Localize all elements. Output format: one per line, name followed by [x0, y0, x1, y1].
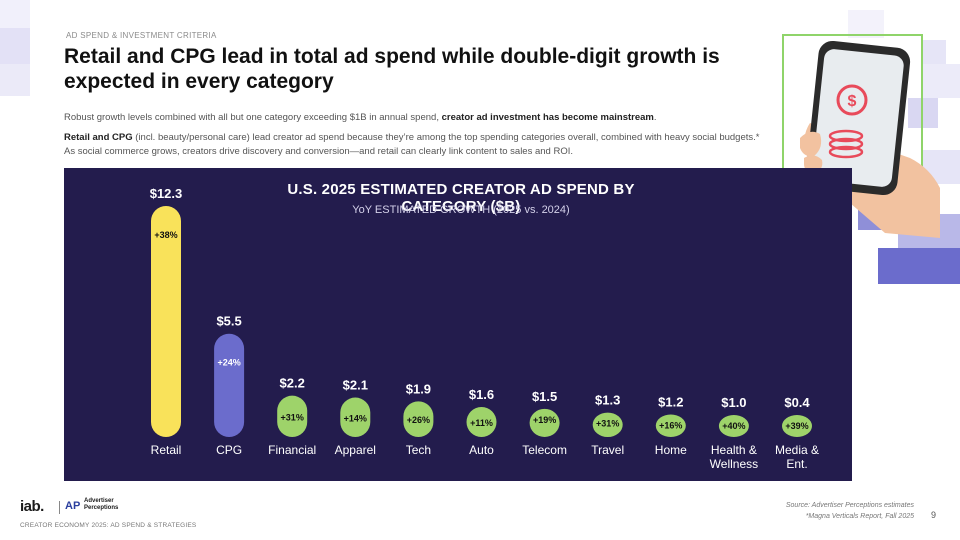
source-line-1: Source: Advertiser Perceptions estimates	[785, 502, 914, 509]
svg-text:$: $	[848, 93, 857, 110]
intro-text: Robust growth levels combined with all b…	[64, 112, 442, 123]
page-title: Retail and CPG lead in total ad spend wh…	[64, 45, 720, 93]
growth-label: +40%	[722, 421, 745, 431]
ap-line2: Perceptions	[84, 505, 119, 511]
section-eyebrow: AD SPEND & INVESTMENT CRITERIA	[66, 31, 217, 40]
chart-subtitle: YoY ESTIMATED GROWTH (2025 vs. 2024)	[352, 204, 570, 216]
decor-square	[922, 64, 960, 98]
dollar-coin-icon	[836, 84, 868, 116]
bar	[403, 401, 434, 437]
advertiser-perceptions-logo-mark: AP	[65, 500, 81, 512]
value-label: $5.5	[216, 314, 241, 329]
category-label: Travel	[591, 443, 624, 457]
category-label: Media &	[775, 443, 819, 457]
decor-square	[0, 64, 30, 96]
value-label: $0.4	[784, 395, 810, 410]
bar	[529, 408, 560, 437]
value-label: $1.3	[595, 393, 620, 408]
footer-logos: iab. AP Advertiser Perceptions	[20, 498, 160, 516]
growth-label: +11%	[470, 418, 493, 428]
decor-square	[848, 10, 884, 38]
growth-label: +39%	[785, 421, 808, 431]
intro-paragraph: Robust growth levels combined with all b…	[64, 111, 764, 125]
growth-label: +14%	[344, 413, 367, 423]
growth-label: +19%	[533, 415, 556, 425]
source-line-2: *Magna Verticals Report, Fall 2025	[805, 513, 914, 520]
category-label: Financial	[268, 443, 316, 457]
decor-square	[908, 98, 938, 128]
growth-label: +26%	[407, 415, 430, 425]
bar	[655, 414, 686, 437]
bar	[592, 412, 623, 437]
bar	[782, 415, 812, 437]
decor-square	[0, 28, 30, 64]
detail-emphasis: Retail and CPG	[64, 132, 133, 143]
growth-label: +31%	[281, 412, 304, 422]
footer-report-title: CREATOR ECONOMY 2025: AD SPEND & STRATEG…	[20, 522, 197, 529]
intro-emphasis: creator ad investment has become mainstr…	[441, 112, 654, 123]
value-label: $1.2	[658, 394, 683, 409]
category-label: CPG	[216, 443, 242, 457]
category-label: Health &	[711, 443, 757, 457]
category-label: Ent.	[786, 457, 807, 471]
growth-label: +24%	[217, 358, 240, 368]
value-label: $1.9	[406, 381, 431, 396]
value-label: $1.6	[469, 387, 494, 402]
hand-phone-illustration: $	[800, 40, 940, 238]
bar	[718, 415, 749, 437]
bar	[214, 333, 245, 437]
bar	[277, 395, 308, 437]
bar	[340, 397, 371, 437]
growth-label: +31%	[596, 419, 619, 429]
category-label: Telecom	[522, 443, 567, 457]
growth-label: +38%	[154, 230, 177, 240]
category-label: Wellness	[710, 457, 758, 471]
growth-label: +16%	[659, 420, 682, 430]
category-label: Home	[655, 443, 687, 457]
intro-end: .	[653, 112, 657, 123]
value-label: $2.1	[343, 378, 368, 393]
value-label: $12.3	[150, 186, 183, 201]
decor-square	[0, 0, 30, 28]
decor-square	[878, 248, 960, 284]
detail-paragraph: Retail and CPG (incl. beauty/personal ca…	[64, 131, 764, 159]
value-label: $1.5	[532, 389, 557, 404]
decor-square	[922, 40, 946, 64]
bar	[466, 406, 497, 437]
value-label: $2.2	[280, 376, 305, 391]
category-label: Retail	[151, 443, 182, 457]
ap-line1: Advertiser	[84, 498, 114, 504]
logo-divider	[59, 501, 60, 514]
bar	[151, 206, 181, 437]
detail-text: (incl. beauty/personal care) lead creato…	[64, 132, 760, 157]
category-label: Auto	[469, 443, 494, 457]
iab-logo: iab.	[20, 498, 44, 515]
chart-title: U.S. 2025 ESTIMATED CREATOR AD SPEND BY …	[287, 181, 635, 215]
source-note: Source: Advertiser Perceptions estimates…	[786, 500, 914, 522]
value-label: $1.0	[721, 395, 746, 410]
advertiser-perceptions-wordmark: Advertiser Perceptions	[84, 498, 118, 512]
category-label: Tech	[406, 443, 431, 457]
category-label: Apparel	[335, 443, 376, 457]
page-number: 9	[931, 510, 937, 520]
